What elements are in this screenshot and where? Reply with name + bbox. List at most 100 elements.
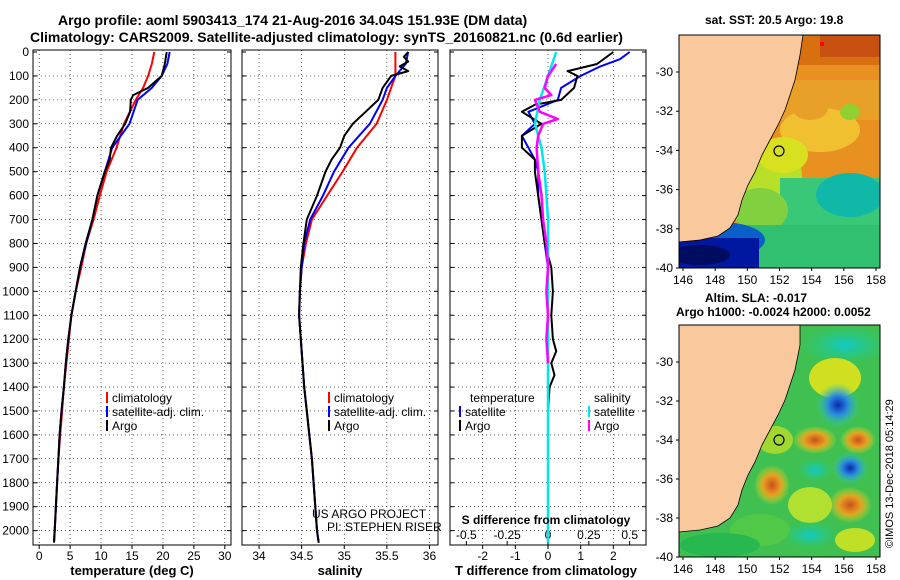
x-tick-label: 1 bbox=[577, 549, 584, 563]
legend-swatch bbox=[328, 420, 330, 431]
y-tick-label: 900 bbox=[9, 260, 29, 274]
credit-line-1: US ARGO PROJECT bbox=[312, 507, 427, 521]
map-y-tick-label: -34 bbox=[656, 143, 674, 157]
y-tick-label: 400 bbox=[9, 141, 29, 155]
map-y-tick-label: -36 bbox=[656, 183, 674, 197]
map-y-tick-label: -40 bbox=[656, 261, 674, 275]
map-x-tick-label: 146 bbox=[673, 273, 693, 287]
y-tick-label: 1600 bbox=[2, 428, 29, 442]
legend-label: Argo bbox=[594, 419, 620, 433]
map-y-tick-label: -32 bbox=[656, 104, 674, 118]
map-bottom-title-2: Argo h1000: -0.0024 h2000: 0.0052 bbox=[676, 305, 871, 319]
x-tick-label: 35 bbox=[338, 549, 352, 563]
difference-grid bbox=[450, 50, 646, 545]
legend-title: salinity bbox=[594, 391, 631, 405]
x-tick-label: 5 bbox=[67, 549, 74, 563]
header-line-1: Argo profile: aoml 5903413_174 21-Aug-20… bbox=[58, 12, 528, 28]
difference-legend: temperature salinitysatelliteArgosatellit… bbox=[459, 391, 635, 433]
map-x-tick-label: 146 bbox=[673, 562, 693, 576]
y-tick-label: 1100 bbox=[3, 308, 29, 322]
legend-label: Argo bbox=[334, 419, 360, 433]
temperature-grid bbox=[33, 50, 231, 545]
map-y-tick-label: -32 bbox=[656, 394, 674, 408]
map-x-tick-label: 154 bbox=[802, 562, 822, 576]
map-y-tick-label: -38 bbox=[656, 222, 674, 236]
map-x-tick-label: 150 bbox=[737, 273, 757, 287]
x-tick-label: 0 bbox=[545, 549, 552, 563]
y-tick-label: 1000 bbox=[2, 284, 29, 298]
x-tick-label: 30 bbox=[218, 549, 232, 563]
legend-swatch bbox=[106, 392, 108, 403]
x2-tick-label: -0.25 bbox=[493, 528, 521, 542]
y-tick-label: 700 bbox=[9, 213, 29, 227]
sst-map bbox=[679, 35, 880, 268]
y-tick-label: 2000 bbox=[2, 524, 29, 538]
y-tick-label: 1200 bbox=[2, 332, 29, 346]
legend-swatch bbox=[459, 420, 461, 431]
salinity-x-axis: 34 34.5 35 35.5 36 bbox=[252, 545, 436, 563]
salinity-series bbox=[298, 51, 410, 543]
salinity-plot-frame bbox=[241, 49, 439, 546]
y-tick-label: 1900 bbox=[2, 500, 29, 514]
legend-swatch bbox=[106, 420, 108, 431]
legend-label: Argo bbox=[112, 419, 138, 433]
legend-label: satellite-adj. clim. bbox=[334, 405, 426, 419]
legend-swatch bbox=[459, 406, 461, 417]
legend-label: satellite bbox=[594, 405, 635, 419]
salinity-axis-label: salinity bbox=[318, 563, 364, 578]
x2-tick-label: 0.5 bbox=[621, 528, 638, 542]
x-tick-label: 2 bbox=[610, 549, 617, 563]
x-tick-label: -1 bbox=[510, 549, 521, 563]
map-x-tick-label: 156 bbox=[834, 562, 854, 576]
depth-axis: 0 100 200 300 400 500 600 700 800 900 1000 1100 1200… bbox=[2, 45, 646, 538]
x-tick-label: 15 bbox=[125, 549, 139, 563]
map-top-title: sat. SST: 20.5 Argo: 19.8 bbox=[705, 13, 844, 27]
x2-tick-label: -0.5 bbox=[456, 528, 477, 542]
x-tick-label: 36 bbox=[423, 549, 437, 563]
legend-swatch bbox=[588, 406, 590, 417]
difference-axis-label: T difference from climatology bbox=[455, 563, 638, 578]
legend-label: climatology bbox=[334, 391, 394, 405]
map-x-tick-label: 148 bbox=[705, 562, 725, 576]
y-tick-label: 100 bbox=[9, 69, 29, 83]
y-tick-label: 0 bbox=[22, 45, 29, 59]
y-tick-label: 600 bbox=[9, 189, 29, 203]
difference-x-axis: -2 -1 0 1 2 bbox=[477, 545, 617, 563]
map-x-tick-label: 158 bbox=[866, 562, 886, 576]
x-tick-label: 34.5 bbox=[290, 549, 314, 563]
difference-series bbox=[520, 51, 631, 543]
y-tick-label: 1700 bbox=[2, 452, 29, 466]
credit-line-2: PI: STEPHEN RISER bbox=[327, 520, 442, 534]
series-line-argo bbox=[298, 51, 410, 543]
x-tick-label: 34 bbox=[252, 549, 266, 563]
series-line-argo bbox=[53, 51, 168, 543]
map-y-tick-label: -36 bbox=[656, 472, 674, 486]
map-x-tick-label: 154 bbox=[802, 273, 822, 287]
temperature-axis-label: temperature (deg C) bbox=[70, 563, 194, 578]
temperature-x-axis: 0 5 10 15 20 25 30 bbox=[36, 545, 232, 563]
s-difference-axis-label: S difference from climatology bbox=[462, 513, 631, 527]
x-tick-label: -2 bbox=[477, 549, 488, 563]
map-y-tick-label: -40 bbox=[656, 550, 674, 564]
map-x-tick-label: 152 bbox=[769, 562, 789, 576]
y-tick-label: 1500 bbox=[2, 404, 29, 418]
y-tick-label: 300 bbox=[9, 117, 29, 131]
map-x-tick-label: 156 bbox=[834, 273, 854, 287]
x-tick-label: 35.5 bbox=[375, 549, 399, 563]
map-bottom-title-1: Altim. SLA: -0.017 bbox=[705, 291, 808, 305]
map-y-tick-label: -38 bbox=[656, 511, 674, 525]
legend-swatch bbox=[328, 406, 330, 417]
legend-label: climatology bbox=[112, 391, 172, 405]
legend-label: satellite-adj. clim. bbox=[112, 405, 204, 419]
legend-title: temperature bbox=[470, 391, 535, 405]
salinity-grid bbox=[242, 50, 438, 545]
legend-swatch bbox=[588, 420, 590, 431]
header-line-2: Climatology: CARS2009. Satellite-adjuste… bbox=[30, 29, 623, 45]
y-tick-label: 800 bbox=[9, 236, 29, 250]
x-tick-label: 25 bbox=[187, 549, 201, 563]
map-x-tick-label: 150 bbox=[737, 562, 757, 576]
y-tick-label: 500 bbox=[9, 165, 29, 179]
map-x-tick-label: 152 bbox=[769, 273, 789, 287]
